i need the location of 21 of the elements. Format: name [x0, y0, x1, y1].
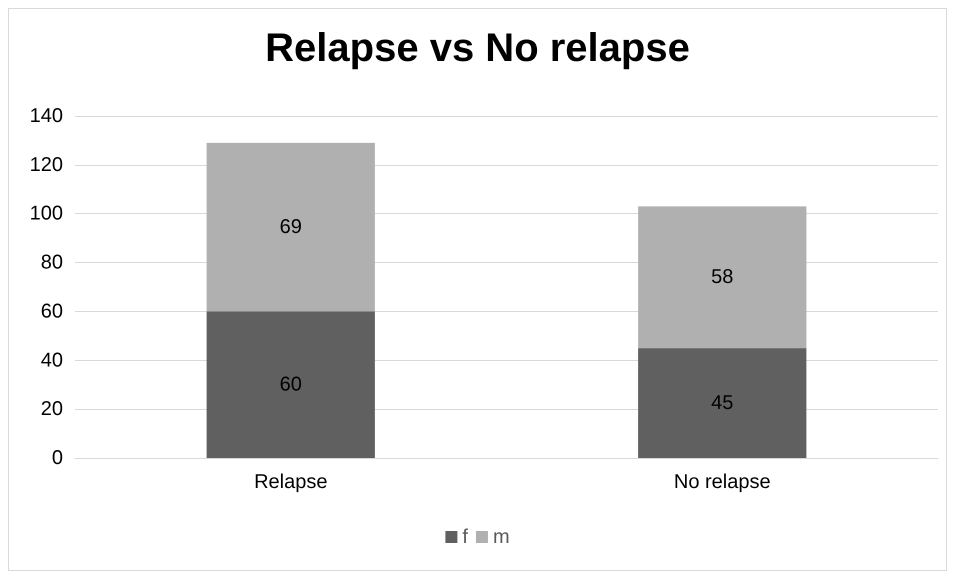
bar [638, 206, 806, 348]
bar [206, 142, 375, 312]
chart-title: Relapse vs No relapse [265, 26, 690, 70]
data-label: 58 [711, 266, 734, 288]
y-tick-label: 140 [30, 105, 63, 127]
y-tick-label: 100 [30, 202, 63, 225]
data-label: 60 [280, 374, 302, 396]
bar [638, 348, 806, 458]
x-tick-label: No relapse [674, 471, 771, 493]
legend-label: f [462, 526, 468, 548]
y-tick-label: 60 [40, 300, 63, 322]
bar [206, 311, 375, 458]
y-tick-label: 0 [52, 447, 63, 469]
y-tick-label: 80 [40, 252, 63, 274]
y-tick-label: 20 [40, 398, 63, 420]
y-tick-label: 120 [30, 154, 63, 176]
data-label: 45 [711, 392, 734, 414]
legend-label: m [492, 526, 510, 548]
y-tick-label: 40 [40, 349, 63, 372]
x-tick-label: Relapse [254, 471, 328, 493]
data-label: 69 [280, 216, 302, 238]
